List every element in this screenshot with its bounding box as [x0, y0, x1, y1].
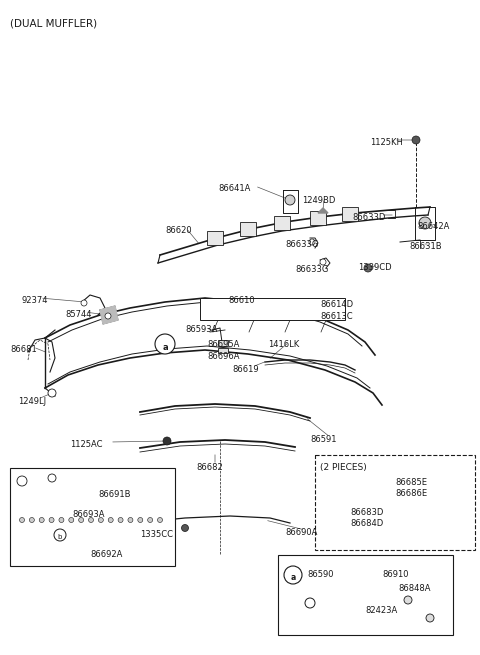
Text: 86614D: 86614D [320, 300, 353, 309]
Text: 86691B: 86691B [98, 490, 131, 499]
Text: 1125AC: 1125AC [70, 440, 103, 449]
Text: 86590: 86590 [307, 570, 334, 579]
Circle shape [419, 217, 431, 229]
Circle shape [20, 517, 24, 523]
Bar [342, 207, 358, 221]
Circle shape [48, 474, 56, 482]
Text: 86683D: 86683D [350, 508, 384, 517]
Circle shape [118, 517, 123, 523]
Bar [240, 222, 256, 236]
Text: (2 PIECES): (2 PIECES) [320, 463, 367, 472]
Bar [274, 216, 290, 230]
Circle shape [69, 517, 74, 523]
Text: 86681: 86681 [10, 345, 37, 354]
Text: (DUAL MUFFLER): (DUAL MUFFLER) [10, 18, 97, 28]
Circle shape [88, 517, 94, 523]
Circle shape [404, 596, 412, 604]
Text: 86682: 86682 [196, 463, 223, 472]
Circle shape [305, 598, 315, 608]
Text: 86686E: 86686E [395, 489, 427, 498]
Text: 86693A: 86693A [72, 510, 105, 519]
Circle shape [48, 389, 56, 397]
Text: 86620: 86620 [165, 226, 192, 235]
Circle shape [81, 300, 87, 306]
Text: 86631B: 86631B [409, 242, 442, 251]
Circle shape [284, 566, 302, 584]
Text: 1335CC: 1335CC [140, 530, 173, 539]
Circle shape [426, 614, 434, 622]
Text: 86692A: 86692A [90, 550, 122, 559]
Circle shape [285, 195, 295, 205]
Text: b: b [58, 534, 62, 540]
Text: a: a [162, 343, 168, 352]
Text: 86696A: 86696A [207, 352, 240, 361]
Text: 86619: 86619 [232, 365, 259, 374]
Circle shape [138, 517, 143, 523]
Text: 1339CD: 1339CD [358, 263, 392, 272]
Text: 86684D: 86684D [350, 519, 383, 528]
Text: 86641A: 86641A [218, 184, 251, 193]
Text: 1416LK: 1416LK [268, 340, 299, 349]
Circle shape [59, 517, 64, 523]
Polygon shape [100, 306, 118, 324]
Text: 86685E: 86685E [395, 478, 427, 487]
Text: 86633G: 86633G [295, 265, 328, 274]
Circle shape [17, 476, 27, 486]
Text: 86690A: 86690A [285, 528, 317, 537]
Text: 86613C: 86613C [320, 312, 353, 321]
Circle shape [79, 517, 84, 523]
Circle shape [157, 517, 163, 523]
Circle shape [108, 517, 113, 523]
Polygon shape [318, 208, 328, 213]
Circle shape [309, 239, 315, 245]
Bar [315, 455, 475, 550]
Circle shape [163, 437, 171, 445]
Circle shape [364, 264, 372, 272]
Circle shape [155, 334, 175, 354]
Text: 86610: 86610 [228, 296, 254, 305]
Text: 86695A: 86695A [207, 340, 240, 349]
Text: a: a [290, 574, 296, 582]
Text: 85744: 85744 [65, 310, 92, 319]
Text: 86591: 86591 [310, 435, 336, 444]
Text: 86910: 86910 [382, 570, 408, 579]
Circle shape [412, 136, 420, 144]
Text: 86848A: 86848A [398, 584, 431, 593]
Text: 86593A: 86593A [185, 325, 217, 334]
Text: 1249BD: 1249BD [302, 196, 336, 205]
Bar [310, 211, 326, 225]
Bar [207, 231, 223, 245]
Circle shape [49, 517, 54, 523]
Circle shape [105, 313, 111, 319]
Text: 82423A: 82423A [365, 606, 397, 615]
Bar [200, 298, 345, 320]
Text: 92374: 92374 [22, 296, 48, 305]
Circle shape [39, 517, 44, 523]
Circle shape [181, 525, 189, 531]
Bar [218, 340, 228, 346]
Text: 86633D: 86633D [352, 213, 385, 222]
Circle shape [148, 517, 153, 523]
Text: 1249LJ: 1249LJ [18, 397, 46, 406]
Circle shape [128, 517, 133, 523]
Text: 1125KH: 1125KH [370, 138, 403, 147]
Circle shape [98, 517, 103, 523]
Bar [218, 348, 228, 353]
Circle shape [54, 529, 66, 541]
Bar [10, 468, 175, 566]
Text: 86642A: 86642A [417, 222, 449, 231]
Bar [278, 555, 453, 635]
Circle shape [320, 259, 326, 265]
Text: 86633G: 86633G [285, 240, 318, 249]
Circle shape [29, 517, 35, 523]
